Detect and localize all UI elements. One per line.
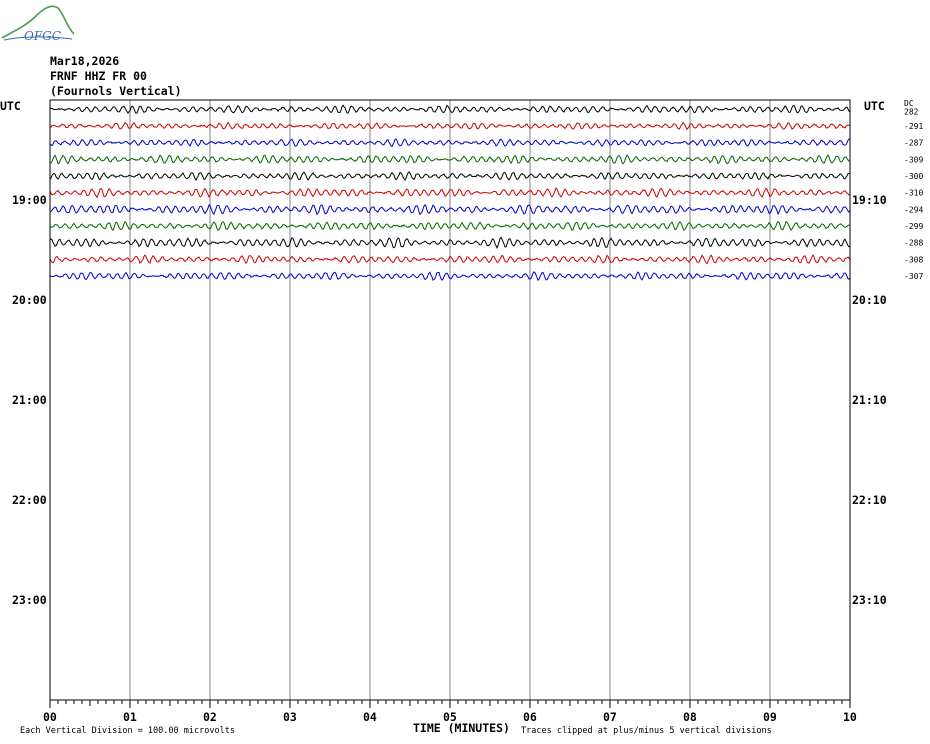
seismic-trace bbox=[49, 138, 851, 148]
utc-left-title: UTC bbox=[0, 99, 21, 113]
seismic-trace bbox=[49, 271, 851, 282]
left-hour-label: 22:00 bbox=[12, 493, 47, 507]
dc-offset-label: -309 bbox=[904, 155, 923, 164]
right-hour-label: 20:10 bbox=[852, 293, 887, 307]
x-tick-label: 09 bbox=[763, 710, 777, 724]
dc-offset-label: -291 bbox=[904, 122, 923, 131]
dc-offset-label: -294 bbox=[904, 205, 923, 214]
logo-base-curve bbox=[3, 36, 73, 41]
logo-mountain-curve bbox=[1, 5, 75, 39]
x-tick-label: 08 bbox=[683, 710, 697, 724]
station-label: FRNF HHZ FR 00 bbox=[50, 69, 147, 83]
dc-offset-label: -308 bbox=[904, 255, 923, 264]
x-axis-label: TIME (MINUTES) bbox=[413, 721, 510, 735]
left-hour-label: 20:00 bbox=[12, 293, 47, 307]
seismic-trace bbox=[49, 104, 851, 114]
dc-offset-label: -299 bbox=[904, 222, 923, 231]
seismic-trace bbox=[49, 153, 851, 165]
date-label: Mar18,2026 bbox=[50, 54, 120, 68]
right-hour-label: 21:10 bbox=[852, 393, 887, 407]
seismic-trace bbox=[49, 187, 851, 199]
footer-division-note: Each Vertical Division = 100.00 microvol… bbox=[20, 726, 235, 736]
x-tick-label: 03 bbox=[283, 710, 297, 724]
logo-text: OFGC bbox=[24, 29, 61, 43]
x-tick-label: 10 bbox=[843, 710, 857, 724]
footer-clip-note: Traces clipped at plus/minus 5 vertical … bbox=[521, 726, 772, 736]
seismic-trace bbox=[49, 220, 851, 232]
dc-offset-label: -307 bbox=[904, 272, 923, 281]
dc-offset-label: -288 bbox=[904, 239, 923, 248]
right-hour-label: 19:10 bbox=[852, 193, 887, 207]
left-hour-label: 21:00 bbox=[12, 393, 47, 407]
dc-header: DC bbox=[904, 99, 914, 108]
x-tick-label: 02 bbox=[203, 710, 217, 724]
x-tick-label: 06 bbox=[523, 710, 537, 724]
plot-grid bbox=[129, 100, 771, 700]
ofgc-logo: OFGC bbox=[1, 5, 75, 43]
seismic-trace bbox=[49, 254, 851, 265]
location-label: (Fournols Vertical) bbox=[50, 84, 182, 98]
right-hour-label: 22:10 bbox=[852, 493, 887, 507]
left-hour-label: 19:00 bbox=[12, 193, 47, 207]
x-tick-label: 05 bbox=[443, 710, 457, 724]
right-hour-label: 23:10 bbox=[852, 593, 887, 607]
dc-offset-label: -287 bbox=[904, 139, 923, 148]
utc-right-title: UTC bbox=[864, 99, 885, 113]
dc-offset-label: 282 bbox=[904, 107, 919, 116]
trace-group: 282 -291 -287 -309 -300 -310 -294 -299 -288 -308 -… bbox=[49, 104, 923, 282]
seismic-trace bbox=[49, 204, 851, 216]
seismic-trace bbox=[49, 121, 851, 131]
dc-offset-label: -300 bbox=[904, 172, 923, 181]
seismic-trace bbox=[49, 236, 851, 250]
plot-axes: 00 01 02 03 04 05 06 07 08 09 10 19:00 19:10 20:00 20:… bbox=[12, 99, 887, 724]
dc-offset-label: -310 bbox=[904, 189, 923, 198]
x-tick-label: 01 bbox=[123, 710, 137, 724]
x-tick-label: 07 bbox=[603, 710, 617, 724]
x-tick-label: 04 bbox=[363, 710, 377, 724]
left-hour-label: 23:00 bbox=[12, 593, 47, 607]
x-tick-label: 00 bbox=[43, 710, 57, 724]
seismic-trace bbox=[49, 171, 851, 182]
